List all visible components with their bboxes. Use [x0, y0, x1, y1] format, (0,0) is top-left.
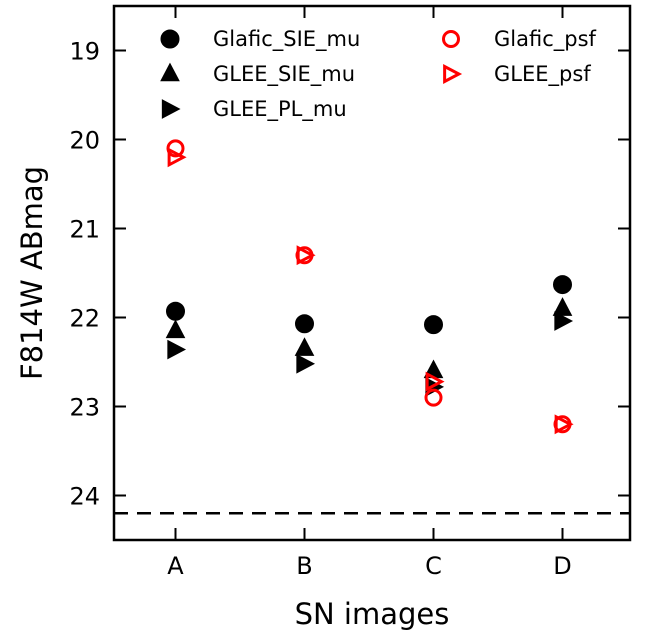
- legend-marker: [160, 62, 180, 82]
- point-glafic-sie-mu-c: [424, 315, 443, 335]
- point-glafic-sie-mu-a: [166, 301, 185, 321]
- y-tick-label: 20: [69, 127, 100, 155]
- y-axis-label: F814W ABmag: [15, 166, 49, 380]
- y-tick-label: 19: [69, 38, 100, 66]
- tick-layer: 19 20 21 22 23 24 A B C D: [69, 6, 630, 580]
- point-glafic-sie-mu-b: [295, 314, 314, 334]
- point-glee-pl-mu-d: [554, 311, 574, 331]
- legend-label: Glafic_SIE_mu: [213, 27, 360, 52]
- point-glee-sie-mu-b: [294, 337, 315, 356]
- point-glee-sie-mu-d: [552, 297, 573, 316]
- y-tick-label: 23: [69, 394, 100, 422]
- y-tick-label: 21: [69, 216, 100, 244]
- legend-marker: [442, 30, 460, 48]
- y-tick-label: 24: [69, 483, 100, 511]
- point-glee-pl-mu-a: [167, 339, 187, 360]
- point-glee-psf-b: [296, 245, 316, 266]
- legend-marker: [160, 29, 180, 49]
- point-glee-sie-mu-a: [165, 319, 186, 339]
- x-tick-label: A: [167, 552, 184, 580]
- point-glee-psf-c: [425, 371, 445, 392]
- x-axis-label: SN images: [295, 597, 450, 630]
- legend-label: GLEE_SIE_mu: [213, 62, 355, 87]
- legend-marker: [443, 64, 463, 84]
- x-tick-label: D: [553, 552, 571, 580]
- point-glafic-psf-c: [424, 388, 443, 407]
- x-tick-label: C: [425, 552, 442, 580]
- legend-marker: [161, 99, 181, 119]
- legend: Glafic_SIE_mu GLEE_SIE_mu GLEE_PL_mu Glafic…: [160, 27, 597, 122]
- legend-label: GLEE_PL_mu: [213, 97, 347, 122]
- point-glafic-sie-mu-d: [553, 275, 572, 295]
- point-glee-pl-mu-b: [296, 353, 316, 374]
- legend-label: GLEE_psf: [494, 62, 591, 87]
- x-tick-label: B: [296, 552, 312, 580]
- marker-layer: [165, 139, 574, 435]
- point-glee-psf-d: [554, 414, 574, 435]
- legend-label: Glafic_psf: [494, 27, 597, 52]
- plot-frame: [112, 4, 632, 542]
- y-tick-label: 22: [69, 305, 100, 333]
- point-glee-psf-a: [167, 147, 187, 168]
